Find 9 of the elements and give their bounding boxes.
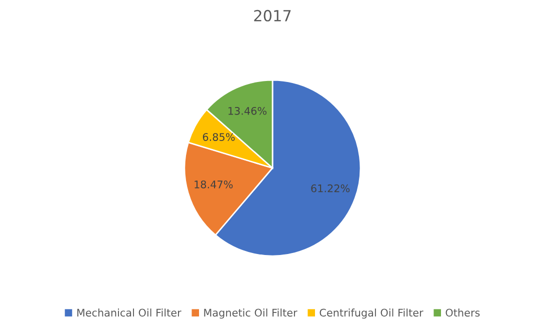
legend-label: Mechanical Oil Filter xyxy=(77,308,182,317)
data-label: 18.47% xyxy=(194,180,233,188)
data-label: 13.46% xyxy=(228,106,267,115)
data-label: 6.85% xyxy=(202,133,235,141)
legend-label: Centrifugal Oil Filter xyxy=(320,308,424,319)
data-label: 61.22% xyxy=(311,184,350,192)
chart-title: 2017 xyxy=(254,10,291,22)
legend-label: Magnetic Oil Filter xyxy=(204,308,298,319)
legend-label: Others xyxy=(446,308,480,317)
